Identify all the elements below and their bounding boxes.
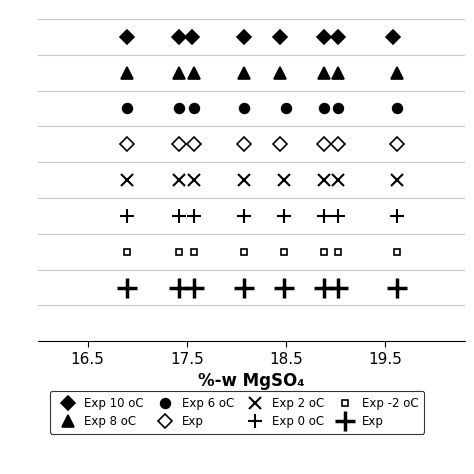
Legend: Exp 10 oC, Exp 8 oC, Exp 6 oC, Exp, Exp 2 oC, Exp 0 oC, Exp -2 oC, Exp: Exp 10 oC, Exp 8 oC, Exp 6 oC, Exp, Exp … bbox=[50, 391, 424, 434]
X-axis label: %-w MgSO₄: %-w MgSO₄ bbox=[198, 372, 304, 390]
